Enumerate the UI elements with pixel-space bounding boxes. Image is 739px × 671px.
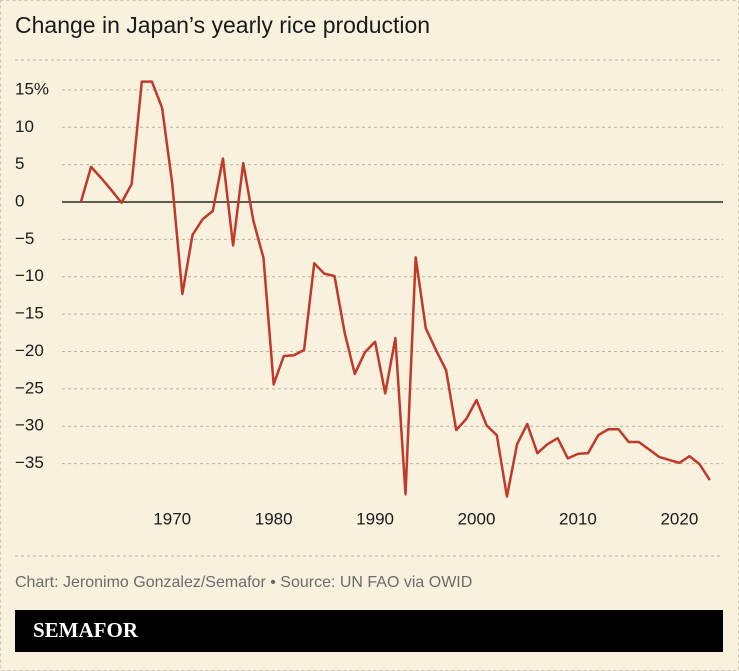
y-tick-label: −25 (15, 378, 44, 397)
x-tick-label: 1990 (356, 509, 394, 528)
brand-logo: SEMAFOR (33, 618, 139, 642)
x-tick-label: 2020 (660, 509, 698, 528)
y-tick-label: 5 (15, 154, 24, 173)
y-tick-label: 0 (15, 192, 24, 211)
y-tick-label: −5 (15, 229, 34, 248)
y-tick-label: −15 (15, 304, 44, 323)
y-tick-label: −30 (15, 416, 44, 435)
y-tick-label: −10 (15, 266, 44, 285)
x-tick-label: 1980 (255, 509, 293, 528)
y-tick-label: 15% (15, 79, 49, 98)
y-tick-label: 10 (15, 117, 34, 136)
y-tick-label: −35 (15, 453, 44, 472)
x-tick-label: 1970 (153, 509, 191, 528)
x-tick-label: 2010 (559, 509, 597, 528)
data-line (79, 80, 711, 498)
y-tick-label: −20 (15, 341, 44, 360)
source: Chart: Jeronimo Gonzalez/Semafor • Sourc… (15, 574, 472, 591)
x-tick-label: 2000 (458, 509, 496, 528)
chart-title: Change in Japan’s yearly rice production (15, 12, 430, 38)
brand-bar (15, 610, 723, 652)
